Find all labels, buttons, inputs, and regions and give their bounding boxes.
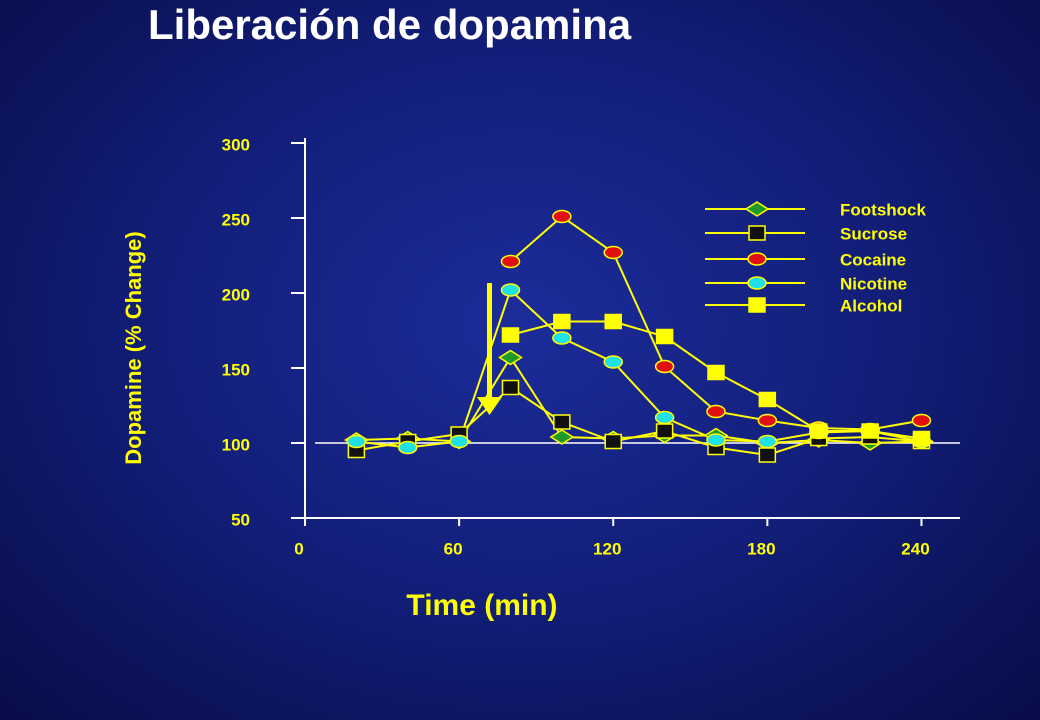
chart-title: Liberación de dopamina [148,1,632,48]
marker [654,359,675,374]
marker [809,423,828,439]
legend-label: Sucrose [840,224,907,243]
marker [655,328,674,345]
marker [500,283,521,297]
marker [397,440,418,455]
x-tick-label: 120 [593,539,621,558]
series-line [356,386,922,457]
x-tick-label: 240 [901,539,929,558]
marker [603,355,623,369]
legend-marker [748,225,766,241]
legend-label: Alcohol [840,296,902,315]
marker [861,423,879,439]
series-line [509,215,922,431]
marker [604,433,622,450]
y-tick-label: 200 [222,285,250,304]
y-tick-label: 300 [222,135,250,154]
marker [498,349,523,366]
marker [911,413,932,428]
x-tick-label: 60 [444,539,463,558]
y-tick-label: 150 [222,360,250,379]
legend-marker [744,201,770,217]
marker [552,331,572,345]
marker [501,327,520,343]
marker [654,410,675,425]
legend-marker [747,276,767,290]
marker [553,414,571,430]
x-tick-label: 180 [747,539,775,558]
marker [604,313,622,330]
marker [655,423,674,439]
y-tick-label: 100 [222,435,250,454]
legend-marker [748,297,766,313]
legend-label: Nicotine [840,274,907,293]
y-axis-label: Dopamine (% Change) [121,231,146,464]
y-tick-label: 50 [231,510,250,529]
marker [758,391,777,408]
marker [912,430,931,447]
legend-label: Cocaine [840,250,906,269]
legend-marker [747,252,767,266]
marker [707,364,725,381]
marker [757,413,778,428]
x-tick-label: 0 [294,539,303,558]
marker [706,404,726,419]
series-line [356,288,922,449]
marker [603,245,623,260]
marker [500,254,521,269]
marker [549,429,575,445]
marker [758,447,777,463]
marker [553,313,571,330]
marker [757,434,778,449]
marker [501,379,520,396]
marker [552,209,572,224]
x-axis-label: Time (min) [406,589,557,622]
marker [706,433,726,447]
y-tick-label: 250 [222,210,250,229]
marker [449,434,469,449]
legend-label: Footshock [840,200,926,219]
marker [346,434,367,449]
